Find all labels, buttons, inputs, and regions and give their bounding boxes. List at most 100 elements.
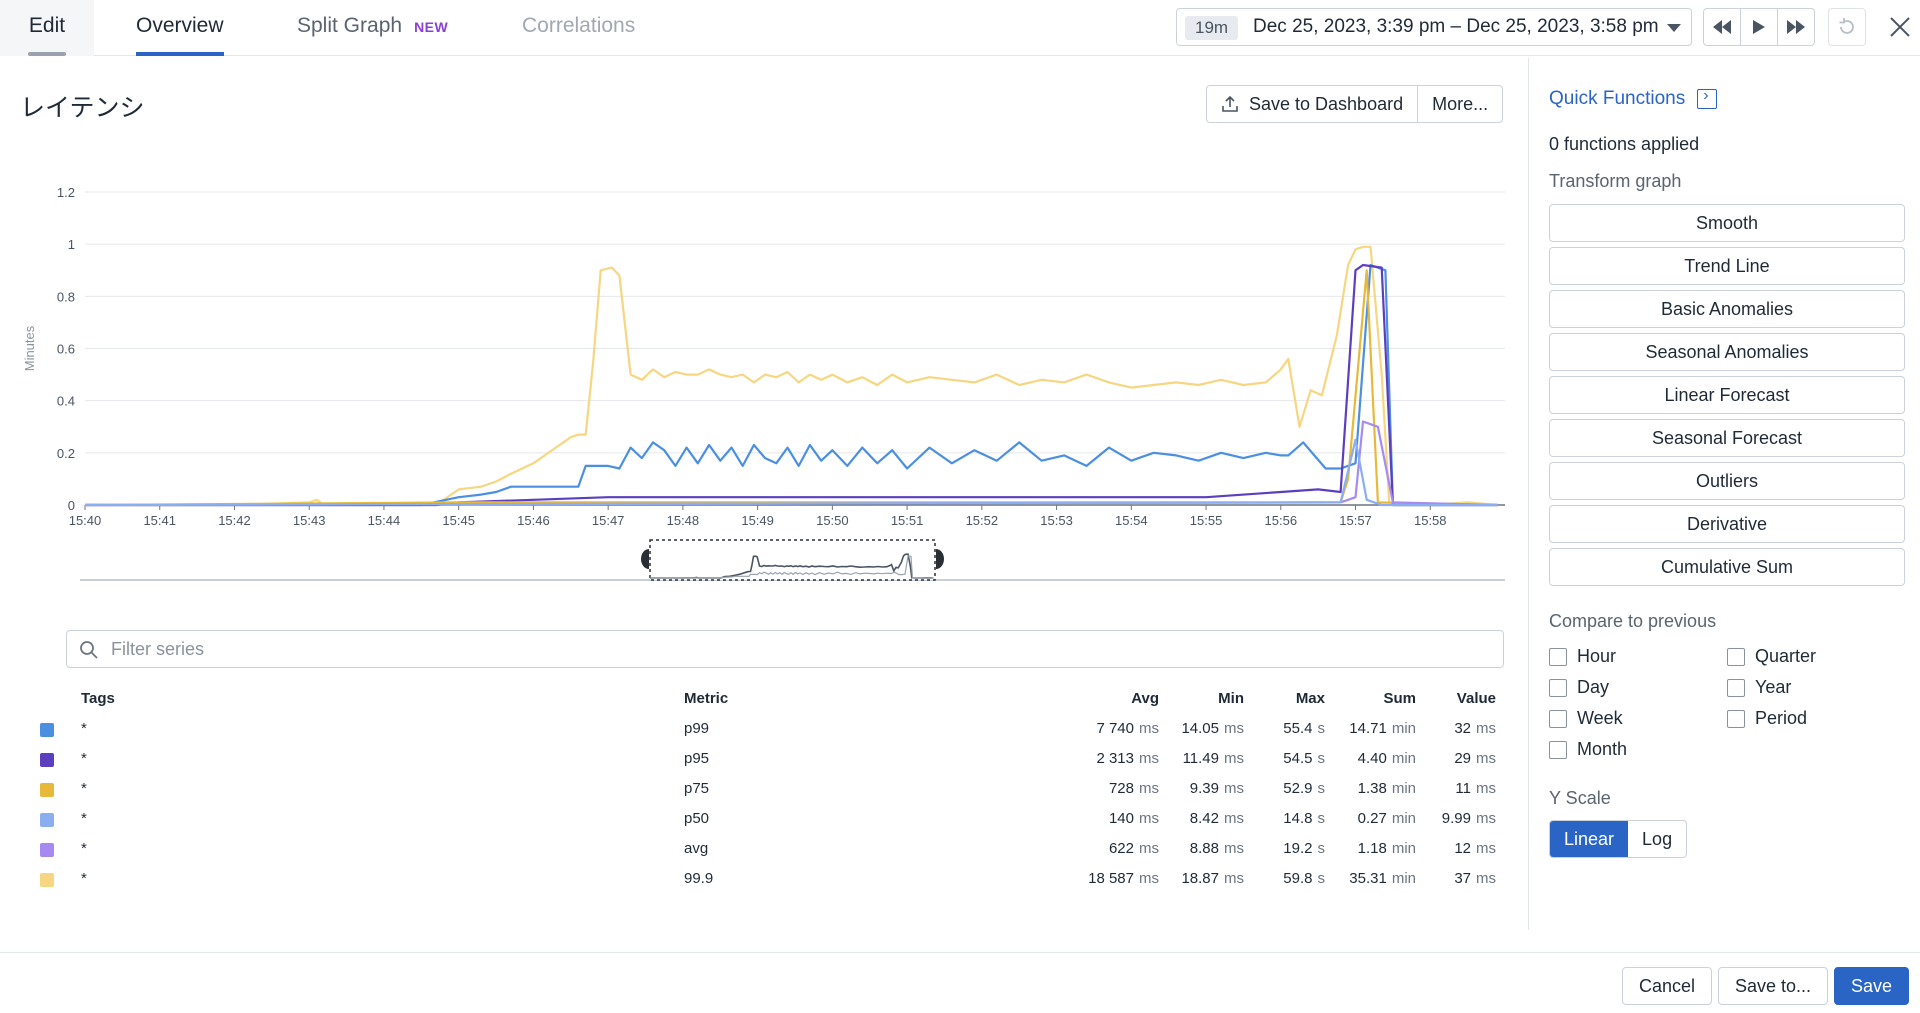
row-value: 12 ms	[1454, 840, 1496, 857]
function-button-seasonal-anomalies[interactable]: Seasonal Anomalies	[1549, 333, 1905, 371]
function-button-trend-line[interactable]: Trend Line	[1549, 247, 1905, 285]
x-tick-label: 15:57	[1339, 513, 1372, 528]
time-navigator[interactable]	[80, 539, 1505, 581]
x-tick-label: 15:42	[218, 513, 251, 528]
row-tags: *	[81, 870, 87, 887]
row-avg: 18 587 ms	[1088, 870, 1159, 887]
row-avg: 140 ms	[1108, 810, 1159, 827]
tab-split-graph[interactable]: Split Graph NEW	[297, 0, 448, 56]
x-tick-label: 15:45	[442, 513, 475, 528]
save-to-button[interactable]: Save to...	[1718, 967, 1829, 1005]
legend-row[interactable]: * p95 2 313 ms 11.49 ms 54.5 s 4.40 min 29 ms	[0, 746, 1510, 776]
series-color-swatch	[40, 813, 54, 827]
x-tick-label: 15:52	[966, 513, 999, 528]
row-sum: 0.27 min	[1357, 810, 1416, 827]
tab-edit[interactable]: Edit	[0, 0, 94, 56]
row-min: 8.88 ms	[1189, 840, 1244, 857]
row-tags: *	[81, 780, 87, 797]
duration-badge: 19m	[1185, 16, 1239, 40]
save-to-dashboard-button[interactable]: Save to Dashboard	[1207, 86, 1419, 122]
checkbox-label: Year	[1755, 677, 1792, 697]
header-min[interactable]: Min	[1218, 690, 1244, 707]
legend-row[interactable]: * p99 7 740 ms 14.05 ms 55.4 s 14.71 min 32 ms	[0, 716, 1510, 746]
row-avg: 7 740 ms	[1096, 720, 1159, 737]
series-line-6	[84, 438, 1498, 507]
new-badge: NEW	[414, 19, 449, 35]
x-axis: 15:40 15:41 15:42 15:43 15:44 15:45 15:46 15:47…	[69, 505, 1447, 528]
y-scale-linear[interactable]: Linear	[1550, 821, 1629, 857]
time-range-picker[interactable]: 19m Dec 25, 2023, 3:39 pm – Dec 25, 2023…	[1176, 8, 1692, 46]
x-tick-label: 15:48	[667, 513, 700, 528]
save-button[interactable]: Save	[1834, 967, 1910, 1005]
transform-graph-label: Transform graph	[1549, 171, 1682, 191]
function-button-smooth[interactable]: Smooth	[1549, 204, 1905, 242]
checkbox-icon	[1727, 709, 1745, 728]
playback-controls	[1703, 8, 1815, 46]
compare-year-checkbox[interactable]: Year	[1727, 677, 1791, 698]
x-tick-label: 15:58	[1414, 513, 1447, 528]
series-line-2	[85, 263, 1498, 507]
row-metric: avg	[684, 840, 709, 857]
reset-icon[interactable]	[1828, 8, 1866, 46]
row-value: 11 ms	[1455, 780, 1496, 797]
header-max[interactable]: Max	[1295, 690, 1325, 707]
tab-split-graph-label: Split Graph	[297, 14, 403, 37]
checkbox-icon	[1549, 709, 1567, 728]
compare-month-checkbox[interactable]: Month	[1549, 739, 1627, 760]
row-max: 59.8 s	[1283, 870, 1325, 887]
legend-row[interactable]: * 99.9 18 587 ms 18.87 ms 59.8 s 35.31 min 37 ms	[0, 866, 1510, 896]
compare-week-checkbox[interactable]: Week	[1549, 708, 1623, 729]
y-tick-label: 0.2	[57, 446, 75, 461]
tab-overview[interactable]: Overview	[136, 0, 224, 56]
latency-chart[interactable]: 00.20.40.60.811.2 Minutes 15:40 15:41 15:4…	[0, 170, 1520, 590]
function-button-basic-anomalies[interactable]: Basic Anomalies	[1549, 290, 1905, 328]
quick-functions-link[interactable]: Quick Functions	[1549, 87, 1718, 110]
header-tags[interactable]: Tags	[81, 690, 115, 707]
quick-functions-panel: Quick Functions 0 functions applied Tran…	[1528, 58, 1920, 930]
row-tags: *	[81, 720, 87, 737]
compare-day-checkbox[interactable]: Day	[1549, 677, 1609, 698]
function-button-cumulative-sum[interactable]: Cumulative Sum	[1549, 548, 1905, 586]
more-button[interactable]: More...	[1432, 94, 1489, 114]
y-tick-label: 0	[68, 498, 75, 513]
compare-hour-checkbox[interactable]: Hour	[1549, 646, 1616, 667]
function-button-outliers[interactable]: Outliers	[1549, 462, 1905, 500]
header-value[interactable]: Value	[1456, 690, 1496, 707]
chart-series	[84, 245, 1498, 507]
navigator-sparkline	[650, 553, 934, 579]
function-button-derivative[interactable]: Derivative	[1549, 505, 1905, 543]
caret-down-icon	[1667, 24, 1681, 32]
function-button-linear-forecast[interactable]: Linear Forecast	[1549, 376, 1905, 414]
cancel-button[interactable]: Cancel	[1622, 967, 1713, 1005]
filter-series-input[interactable]	[111, 631, 1491, 667]
x-tick-label: 15:50	[816, 513, 849, 528]
header-avg[interactable]: Avg	[1131, 690, 1159, 707]
row-max: 19.2 s	[1283, 840, 1325, 857]
rewind-icon[interactable]	[1704, 9, 1740, 45]
y-tick-label: 1	[68, 237, 75, 252]
legend-row[interactable]: * p50 140 ms 8.42 ms 14.8 s 0.27 min 9.99 ms	[0, 806, 1510, 836]
legend-row[interactable]: * p75 728 ms 9.39 ms 52.9 s 1.38 min 11 ms	[0, 776, 1510, 806]
close-icon[interactable]	[1882, 10, 1918, 44]
compare-quarter-checkbox[interactable]: Quarter	[1727, 646, 1816, 667]
checkbox-icon	[1727, 678, 1745, 697]
y-scale-label: Y Scale	[1549, 788, 1611, 808]
y-tick-label: 0.6	[57, 342, 75, 357]
x-tick-label: 15:51	[891, 513, 924, 528]
row-sum: 1.18 min	[1357, 840, 1416, 857]
play-icon[interactable]	[1740, 9, 1778, 45]
compare-period-checkbox[interactable]: Period	[1727, 708, 1807, 729]
header-metric[interactable]: Metric	[684, 690, 729, 707]
checkbox-label: Quarter	[1755, 646, 1817, 666]
row-value: 9.99 ms	[1441, 810, 1496, 827]
header-sum[interactable]: Sum	[1383, 690, 1416, 707]
y-scale-log[interactable]: Log	[1642, 829, 1673, 849]
fast-forward-icon[interactable]	[1778, 9, 1814, 45]
row-tags: *	[81, 750, 87, 767]
function-button-seasonal-forecast[interactable]: Seasonal Forecast	[1549, 419, 1905, 457]
series-color-swatch	[40, 753, 54, 767]
tab-correlations[interactable]: Correlations	[522, 14, 636, 37]
row-min: 8.42 ms	[1189, 810, 1244, 827]
legend-row[interactable]: * avg 622 ms 8.88 ms 19.2 s 1.18 min 12 ms	[0, 836, 1510, 866]
row-metric: p99	[684, 720, 710, 737]
